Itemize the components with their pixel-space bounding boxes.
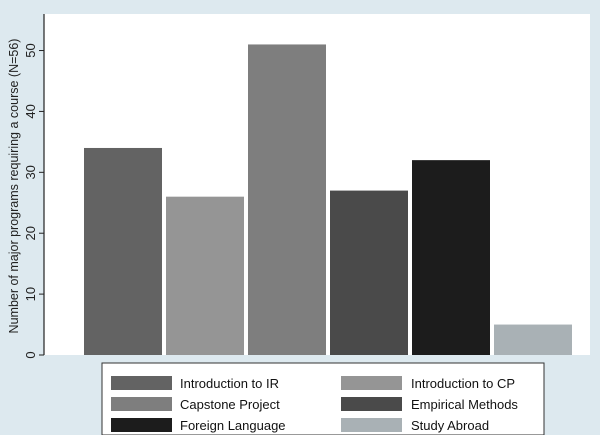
legend-swatch xyxy=(341,418,402,432)
legend-swatch xyxy=(341,397,402,411)
legend-swatch xyxy=(341,376,402,390)
legend-swatch xyxy=(111,376,172,390)
legend-label: Study Abroad xyxy=(411,418,489,433)
y-axis-title: Number of major programs requiring a cou… xyxy=(7,39,21,334)
y-tick-label: 40 xyxy=(23,104,38,118)
legend-label: Foreign Language xyxy=(180,418,286,433)
legend-box xyxy=(101,362,545,435)
legend-label: Introduction to IR xyxy=(180,376,279,391)
y-tick-label: 10 xyxy=(23,287,38,301)
y-tick-label: 0 xyxy=(23,351,38,358)
legend-label: Introduction to CP xyxy=(411,376,515,391)
legend-swatch xyxy=(111,397,172,411)
y-axis-ticks: 0 10 20 30 40 50 xyxy=(23,43,44,359)
legend-label: Empirical Methods xyxy=(411,397,518,412)
bar-study-abroad xyxy=(494,324,572,355)
legend-swatch xyxy=(111,418,172,432)
y-tick-label: 20 xyxy=(23,226,38,240)
legend: Introduction to IR Introduction to CP Caps… xyxy=(101,362,545,435)
bar-foreign-language xyxy=(412,160,490,355)
bars-group xyxy=(84,44,572,355)
bar-introduction-to-cp xyxy=(166,196,244,355)
bar-capstone-project xyxy=(248,44,326,355)
y-tick-label: 50 xyxy=(23,43,38,57)
bar-empirical-methods xyxy=(330,190,408,355)
bar-introduction-to-ir xyxy=(84,147,162,355)
legend-label: Capstone Project xyxy=(180,397,280,412)
y-tick-label: 30 xyxy=(23,165,38,179)
